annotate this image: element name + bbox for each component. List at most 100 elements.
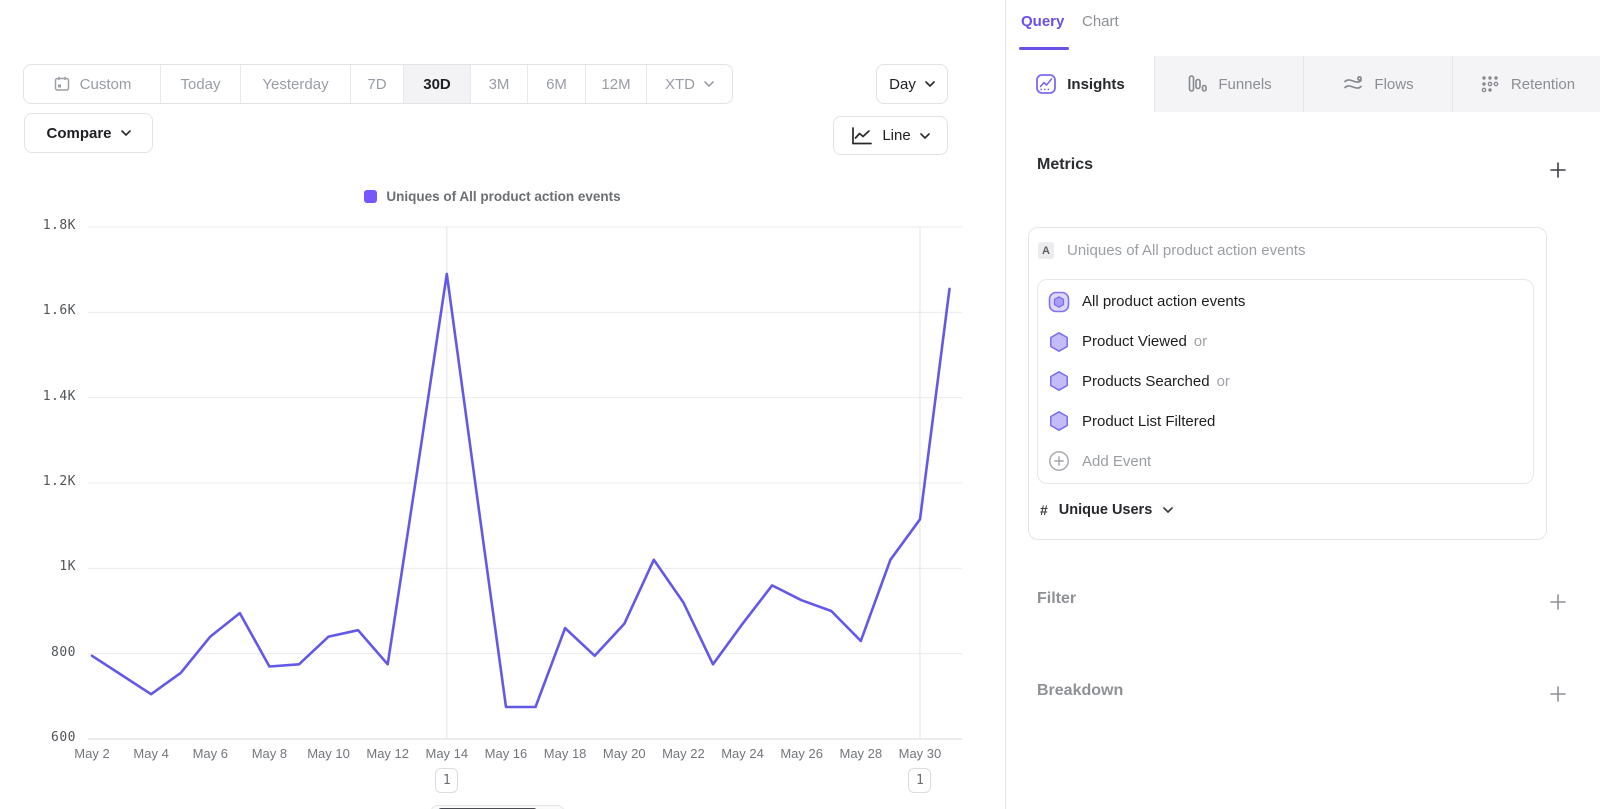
insights-icon [1035,73,1057,95]
range-today-button[interactable]: Today [160,65,240,103]
chart-scrollbar-track[interactable] [430,805,565,809]
x-axis-tick: May 24 [721,746,764,761]
calendar-icon [53,75,71,93]
event-name: Product List Filtered [1082,412,1216,430]
x-axis-tick: May 30 [898,746,942,761]
metric-card: A Uniques of All product action events A… [1028,227,1547,540]
x-axis-tick: May 16 [484,746,528,761]
tab-retention-label: Retention [1510,75,1576,93]
x-axis-tick: May 10 [307,746,350,761]
tab-funnels[interactable]: Funnels [1154,56,1303,112]
x-axis-tick: May 20 [602,746,646,761]
granularity-label: Day [889,75,916,93]
event-or-operator: or [1193,333,1208,351]
tab-chart[interactable]: Chart [1082,13,1119,30]
x-axis-tick: May 12 [366,746,409,761]
annotation-badge[interactable]: 1 [908,768,932,793]
range-7d-button[interactable]: 7D [350,65,403,103]
tab-insights[interactable]: Insights [1006,56,1154,112]
range-3m-button[interactable]: 3M [470,65,527,103]
funnels-icon [1186,73,1208,95]
active-tab-underline [1019,47,1069,50]
y-axis-tick: 1K [59,559,76,575]
chart-legend[interactable]: Uniques of All product action events [0,189,985,204]
number-symbol: # [1040,502,1048,518]
legend-series-label: Uniques of All product action events [386,189,621,204]
event-hexagon-icon [1048,410,1070,432]
add-breakdown-button[interactable] [1547,683,1569,705]
event-name: Products Searched [1082,372,1210,390]
metrics-section-header: Metrics [1037,156,1094,173]
chevron-down-icon [919,132,930,139]
chevron-down-icon [120,130,131,136]
retention-icon [1479,73,1501,95]
y-axis-tick: 1.2K [42,474,76,489]
event-row-products-searched[interactable]: Products Searched or [1038,362,1533,402]
event-name: Product Viewed [1082,333,1187,351]
aggregation-dropdown[interactable]: # Unique Users [1040,502,1174,518]
event-name: All product action events [1082,293,1246,311]
range-yesterday-button[interactable]: Yesterday [240,65,350,103]
plus-circle-icon [1048,450,1070,472]
chevron-down-icon [1163,507,1174,513]
legend-swatch [364,190,378,203]
x-axis-tick: May 22 [662,746,705,761]
range-30d-button[interactable]: 30D [403,65,470,103]
tab-retention[interactable]: Retention [1452,56,1600,112]
flows-icon [1342,73,1364,95]
tab-flows[interactable]: Flows [1303,56,1452,112]
y-axis-tick: 1.4K [42,388,76,404]
event-row-all-product-action-events[interactable]: All product action events [1038,282,1533,322]
add-event-label: Add Event [1082,452,1152,470]
range-12m-button[interactable]: 12M [585,65,646,103]
chevron-down-icon [925,81,935,87]
tab-flows-label: Flows [1374,75,1414,93]
compare-label: Compare [46,124,112,142]
event-row-product-list-filtered[interactable]: Product List Filtered [1038,401,1533,441]
x-axis-tick: May 4 [133,746,169,761]
event-hexagon-icon [1048,331,1070,353]
y-axis-tick: 600 [51,730,76,745]
x-axis-tick: May 8 [251,746,288,761]
range-6m-button[interactable]: 6M [527,65,585,103]
event-hexagon-icon [1048,370,1070,392]
event-or-operator: or [1216,372,1230,390]
compare-dropdown[interactable]: Compare [24,113,153,153]
event-group-icon [1048,291,1070,313]
x-axis-tick: May 28 [839,746,883,761]
x-axis-tick: May 26 [780,746,823,761]
metric-title-row[interactable]: A Uniques of All product action events [1038,242,1305,259]
y-axis-tick: 800 [51,644,76,660]
add-filter-button[interactable] [1547,591,1569,613]
event-row-product-viewed[interactable]: Product Viewed or [1038,322,1533,362]
chart-type-dropdown[interactable]: Line [833,116,948,155]
tab-query[interactable]: Query [1021,13,1065,30]
line-chart-plot-area[interactable] [0,0,985,809]
y-axis-tick: 1.6K [42,303,76,319]
chart-panel: Custom Today Yesterday 7D 30D 3M 6M 12M … [0,0,985,809]
x-axis-tick: May 14 [425,746,469,761]
query-builder-panel: Query Chart Insights [1005,0,1600,809]
breakdown-section-header: Breakdown [1037,682,1124,699]
y-axis-tick: 1.8K [42,218,76,233]
add-metric-button[interactable] [1547,159,1569,181]
annotation-badge[interactable]: 1 [435,768,459,793]
line-chart-icon [851,126,873,145]
add-event-button[interactable]: Add Event [1038,441,1533,481]
chevron-down-icon [704,81,714,87]
metric-letter-badge: A [1038,242,1054,259]
x-axis-tick: May 2 [74,746,110,761]
chart-type-label: Line [882,127,911,144]
tab-funnels-label: Funnels [1218,75,1272,93]
x-axis-tick: May 18 [543,746,587,761]
metric-title: Uniques of All product action events [1067,242,1306,259]
range-custom-label: Custom [79,75,132,93]
granularity-dropdown[interactable]: Day [876,64,948,104]
events-card: All product action events Product Viewed… [1037,279,1534,484]
range-xtd-button[interactable]: XTD [646,65,732,103]
range-custom-button[interactable]: Custom [24,65,160,103]
date-range-selector: Custom Today Yesterday 7D 30D 3M 6M 12M … [23,64,733,104]
tab-insights-label: Insights [1067,75,1125,93]
filter-section-header: Filter [1037,590,1077,607]
